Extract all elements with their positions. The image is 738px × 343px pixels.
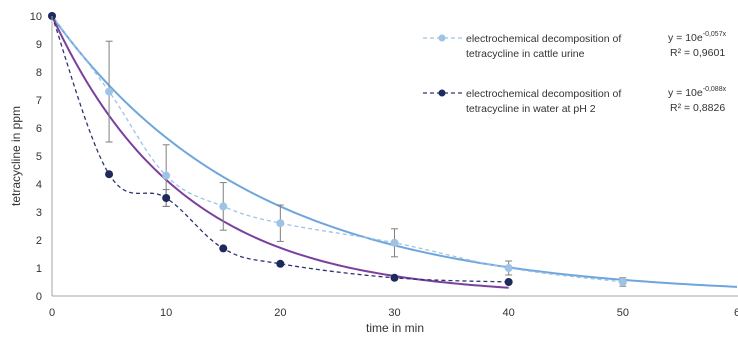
x-tick-label: 0: [49, 307, 55, 319]
series-line-urine: [51, 15, 623, 283]
legend-label-water-line2: tetracycline in water at pH 2: [466, 103, 596, 115]
y-tick-label: 6: [36, 123, 42, 135]
data-markers: [48, 12, 627, 286]
y-tick-label: 1: [36, 263, 42, 275]
y-tick-label: 10: [30, 11, 42, 23]
data-point-urine: [105, 87, 114, 96]
fit-curve-water: [51, 15, 509, 289]
legend-label-urine-line2: tetracycline in cattle urine: [466, 48, 585, 60]
y-tick-label: 5: [36, 151, 42, 163]
data-point-urine: [390, 238, 399, 247]
y-tick-label: 9: [36, 39, 42, 51]
legend-swatch-urine-marker: [438, 34, 446, 42]
x-axis-title: time in min: [366, 321, 424, 335]
fit-equation-water-base: y = 10e: [668, 87, 703, 99]
data-point-water: [162, 194, 171, 202]
legend-swatch-water-marker: [438, 89, 446, 97]
data-point-water: [219, 244, 228, 253]
legend-entry-urine: electrochemical decomposition of tetracy…: [423, 33, 621, 60]
y-tick-label: 0: [36, 291, 42, 303]
fit-equation-water: y = 10e-0,088x: [668, 86, 727, 99]
fit-equation-urine: y = 10e-0,057x: [668, 31, 727, 44]
data-point-urine: [504, 264, 513, 272]
legend: electrochemical decomposition of tetracy…: [423, 33, 621, 115]
data-point-urine: [219, 202, 228, 211]
fit-equation-urine-base: y = 10e: [668, 32, 703, 44]
y-tick-label: 2: [36, 235, 42, 247]
y-tick-label: 3: [36, 207, 42, 219]
fit-equations: y = 10e-0,057x R² = 0,9601 y = 10e-0,088…: [668, 31, 727, 114]
data-point-water: [390, 273, 399, 282]
fit-equation-urine-exp: -0,057x: [703, 31, 727, 38]
x-tick-label: 6: [734, 307, 738, 319]
data-point-water: [504, 278, 513, 286]
y-axis-title: tetracycline in ppm: [9, 106, 23, 206]
x-tick-label: 30: [388, 307, 400, 319]
y-tick-label: 7: [36, 95, 42, 107]
x-tick-label: 40: [503, 307, 515, 319]
x-tick-label: 20: [274, 307, 286, 319]
legend-label-urine-line1: electrochemical decomposition of: [466, 33, 621, 45]
fit-r2-water: R² = 0,8826: [670, 102, 725, 114]
fit-equation-water-exp: -0,088x: [703, 86, 727, 93]
legend-label-water-line1: electrochemical decomposition of: [466, 88, 621, 100]
y-tick-labels: 0 1 2 3 4 5 6 7 8 9 10: [30, 11, 42, 303]
data-point-urine: [162, 171, 171, 180]
data-point-urine: [618, 278, 627, 286]
data-point-water: [276, 259, 285, 268]
data-point-water: [105, 170, 114, 179]
series-line-water: [51, 15, 509, 283]
legend-entry-water: electrochemical decomposition of tetracy…: [423, 88, 621, 115]
y-tick-label: 4: [36, 179, 42, 191]
data-point-urine: [276, 219, 285, 228]
y-tick-label: 8: [36, 67, 42, 79]
x-tick-label: 10: [160, 307, 172, 319]
x-tick-label: 50: [617, 307, 629, 319]
error-bars: [105, 40, 627, 287]
x-tick-labels: 0 10 20 30 40 50 6: [49, 307, 738, 319]
fit-r2-urine: R² = 0,9601: [670, 47, 725, 59]
